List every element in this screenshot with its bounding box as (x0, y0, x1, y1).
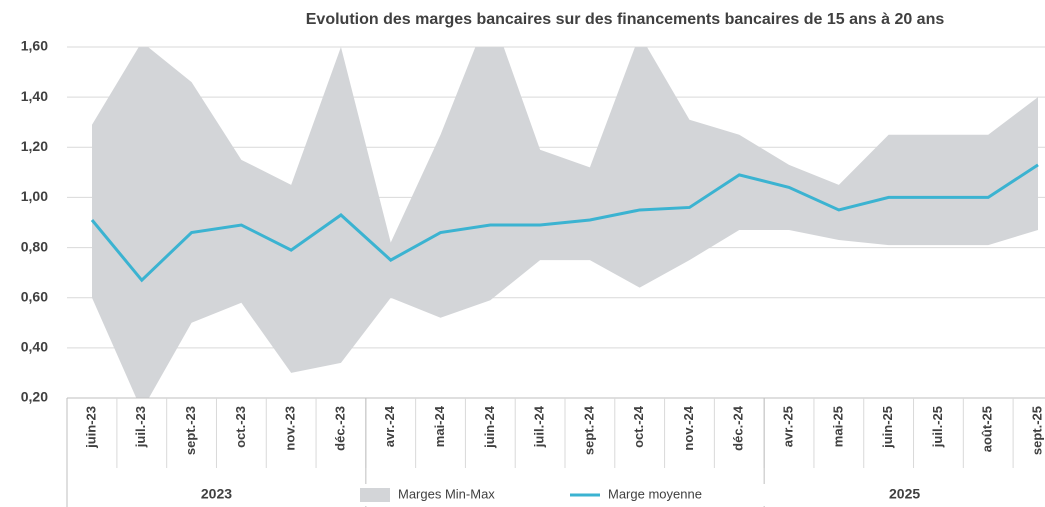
x-tick-label: avr.-24 (382, 405, 397, 447)
x-tick-label: juin-25 (880, 406, 895, 449)
legend-label: Marges Min-Max (398, 486, 495, 501)
x-tick-label: déc.-24 (731, 405, 746, 451)
x-tick-label: oct.-24 (631, 405, 646, 448)
year-label: 2025 (889, 486, 920, 502)
y-tick-label: 0,60 (21, 288, 48, 304)
legend-label: Marge moyenne (608, 486, 702, 501)
y-tick-label: 0,80 (21, 238, 48, 254)
x-tick-label: déc.-23 (332, 406, 347, 451)
y-tick-label: 1,60 (21, 38, 48, 54)
x-tick-label: sept.-25 (1029, 406, 1044, 455)
average-line (90, 163, 1039, 283)
x-tick-label: juil.-25 (930, 406, 945, 448)
x-tick-label: avr.-25 (780, 406, 795, 447)
x-tick-label: oct.-23 (233, 406, 248, 448)
x-tick-label: juil.-24 (532, 405, 547, 448)
year-label: 2023 (201, 486, 232, 502)
x-tick-label: juin-24 (482, 405, 497, 449)
x-tick-label: mai-24 (432, 405, 447, 447)
plot-area (90, 47, 1039, 398)
min-max-area (92, 47, 1038, 398)
y-tick-label: 1,20 (21, 138, 48, 154)
x-tick-label: août-25 (980, 406, 995, 452)
x-tick-label: juil.-23 (133, 406, 148, 448)
legend-swatch (360, 488, 390, 502)
x-tick-label: nov.-23 (283, 406, 298, 451)
x-tick-label: sept.-23 (183, 406, 198, 455)
y-tick-label: 0,20 (21, 389, 48, 405)
y-tick-label: 1,40 (21, 88, 48, 104)
x-tick-label: nov.-24 (681, 405, 696, 450)
x-tick-label: sept.-24 (581, 405, 596, 455)
x-tick-label: mai-25 (830, 406, 845, 447)
y-tick-label: 0,40 (21, 339, 48, 355)
y-tick-label: 1,00 (21, 188, 48, 204)
x-tick-label: juin-23 (83, 406, 98, 449)
chart-title: Evolution des marges bancaires sur des f… (306, 11, 945, 28)
legend-bg (354, 484, 774, 506)
